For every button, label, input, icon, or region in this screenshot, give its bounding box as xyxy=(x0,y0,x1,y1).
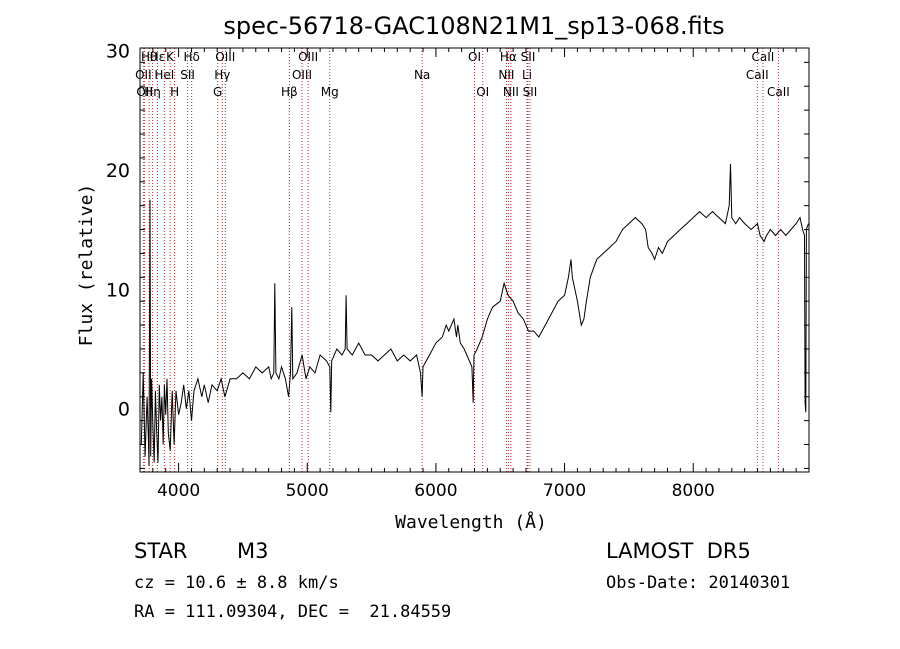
spectrum-series xyxy=(140,163,809,467)
spectral-line-label: Hβ xyxy=(281,85,298,99)
spectral-line-label: Hδ xyxy=(184,50,200,64)
spectral-line-label: Na xyxy=(414,68,430,82)
spectral-line-label: Hη xyxy=(144,85,161,99)
x-tick-label: 6000 xyxy=(414,481,457,501)
y-tick-label: 0 xyxy=(118,399,130,421)
spectral-line-markers xyxy=(142,48,779,472)
spectral-line-label: OIII xyxy=(292,68,312,82)
y-axis: 0 10 20 30 xyxy=(106,40,809,469)
spectral-line-label: OI xyxy=(476,85,489,99)
y-tick-label: 20 xyxy=(106,160,130,182)
x-tick-label: 7000 xyxy=(543,481,586,501)
survey-name: LAMOST DR5 xyxy=(606,539,751,563)
spectral-line-label: K xyxy=(166,50,175,64)
spectral-line-label: H xyxy=(170,85,179,99)
object-class: STAR xyxy=(134,539,188,563)
spectral-line-label: SII xyxy=(523,85,538,99)
spectral-line-labels: OIIOIIHθHηHεHeIKHSIIHδGHγOIIIHβOIIIOIIIM… xyxy=(135,50,790,99)
spectral-line-label: Hθ xyxy=(141,50,157,64)
spectral-line-label: NII xyxy=(503,85,519,99)
spectral-line-label: SII xyxy=(180,68,195,82)
spectral-line-label: G xyxy=(213,85,222,99)
y-tick-label: 30 xyxy=(106,40,130,62)
x-axis: 4000 5000 6000 7000 8000 xyxy=(152,48,797,501)
object-subclass: M3 xyxy=(237,539,269,563)
spectral-line-label: CaII xyxy=(752,50,775,64)
spectral-line-label: Hα xyxy=(500,50,517,64)
chart-title: spec-56718-GAC108N21M1_sp13-068.fits xyxy=(223,12,724,40)
x-tick-label: 4000 xyxy=(157,481,200,501)
y-axis-label: Flux (relative) xyxy=(76,184,97,347)
x-tick-label: 5000 xyxy=(286,481,329,501)
spectral-line-label: Li xyxy=(522,68,532,82)
spectral-line-label: CaII xyxy=(767,85,790,99)
spectral-line-label: Mg xyxy=(321,85,339,99)
sky-coordinates: RA = 111.09304, DEC = 21.84559 xyxy=(134,602,452,622)
spectral-line-label: CaII xyxy=(746,68,769,82)
spectral-line-label: SII xyxy=(521,50,536,64)
spectral-line-label: OIII xyxy=(215,50,235,64)
y-tick-label: 10 xyxy=(106,279,130,301)
x-axis-label: Wavelength (Å) xyxy=(395,511,547,533)
x-tick-label: 8000 xyxy=(672,481,715,501)
redshift-velocity: cz = 10.6 ± 8.8 km/s xyxy=(134,573,339,593)
observation-date: Obs-Date: 20140301 xyxy=(606,573,791,593)
spectral-line-label: OII xyxy=(135,68,152,82)
spectral-line-label: Hγ xyxy=(214,68,230,82)
spectral-line-label: HeI xyxy=(154,68,174,82)
spectral-line-label: Hε xyxy=(150,50,166,64)
spectral-line-label: OI xyxy=(468,50,481,64)
spectral-line-label: NII xyxy=(498,68,514,82)
spectral-line-label: OIII xyxy=(298,50,318,64)
